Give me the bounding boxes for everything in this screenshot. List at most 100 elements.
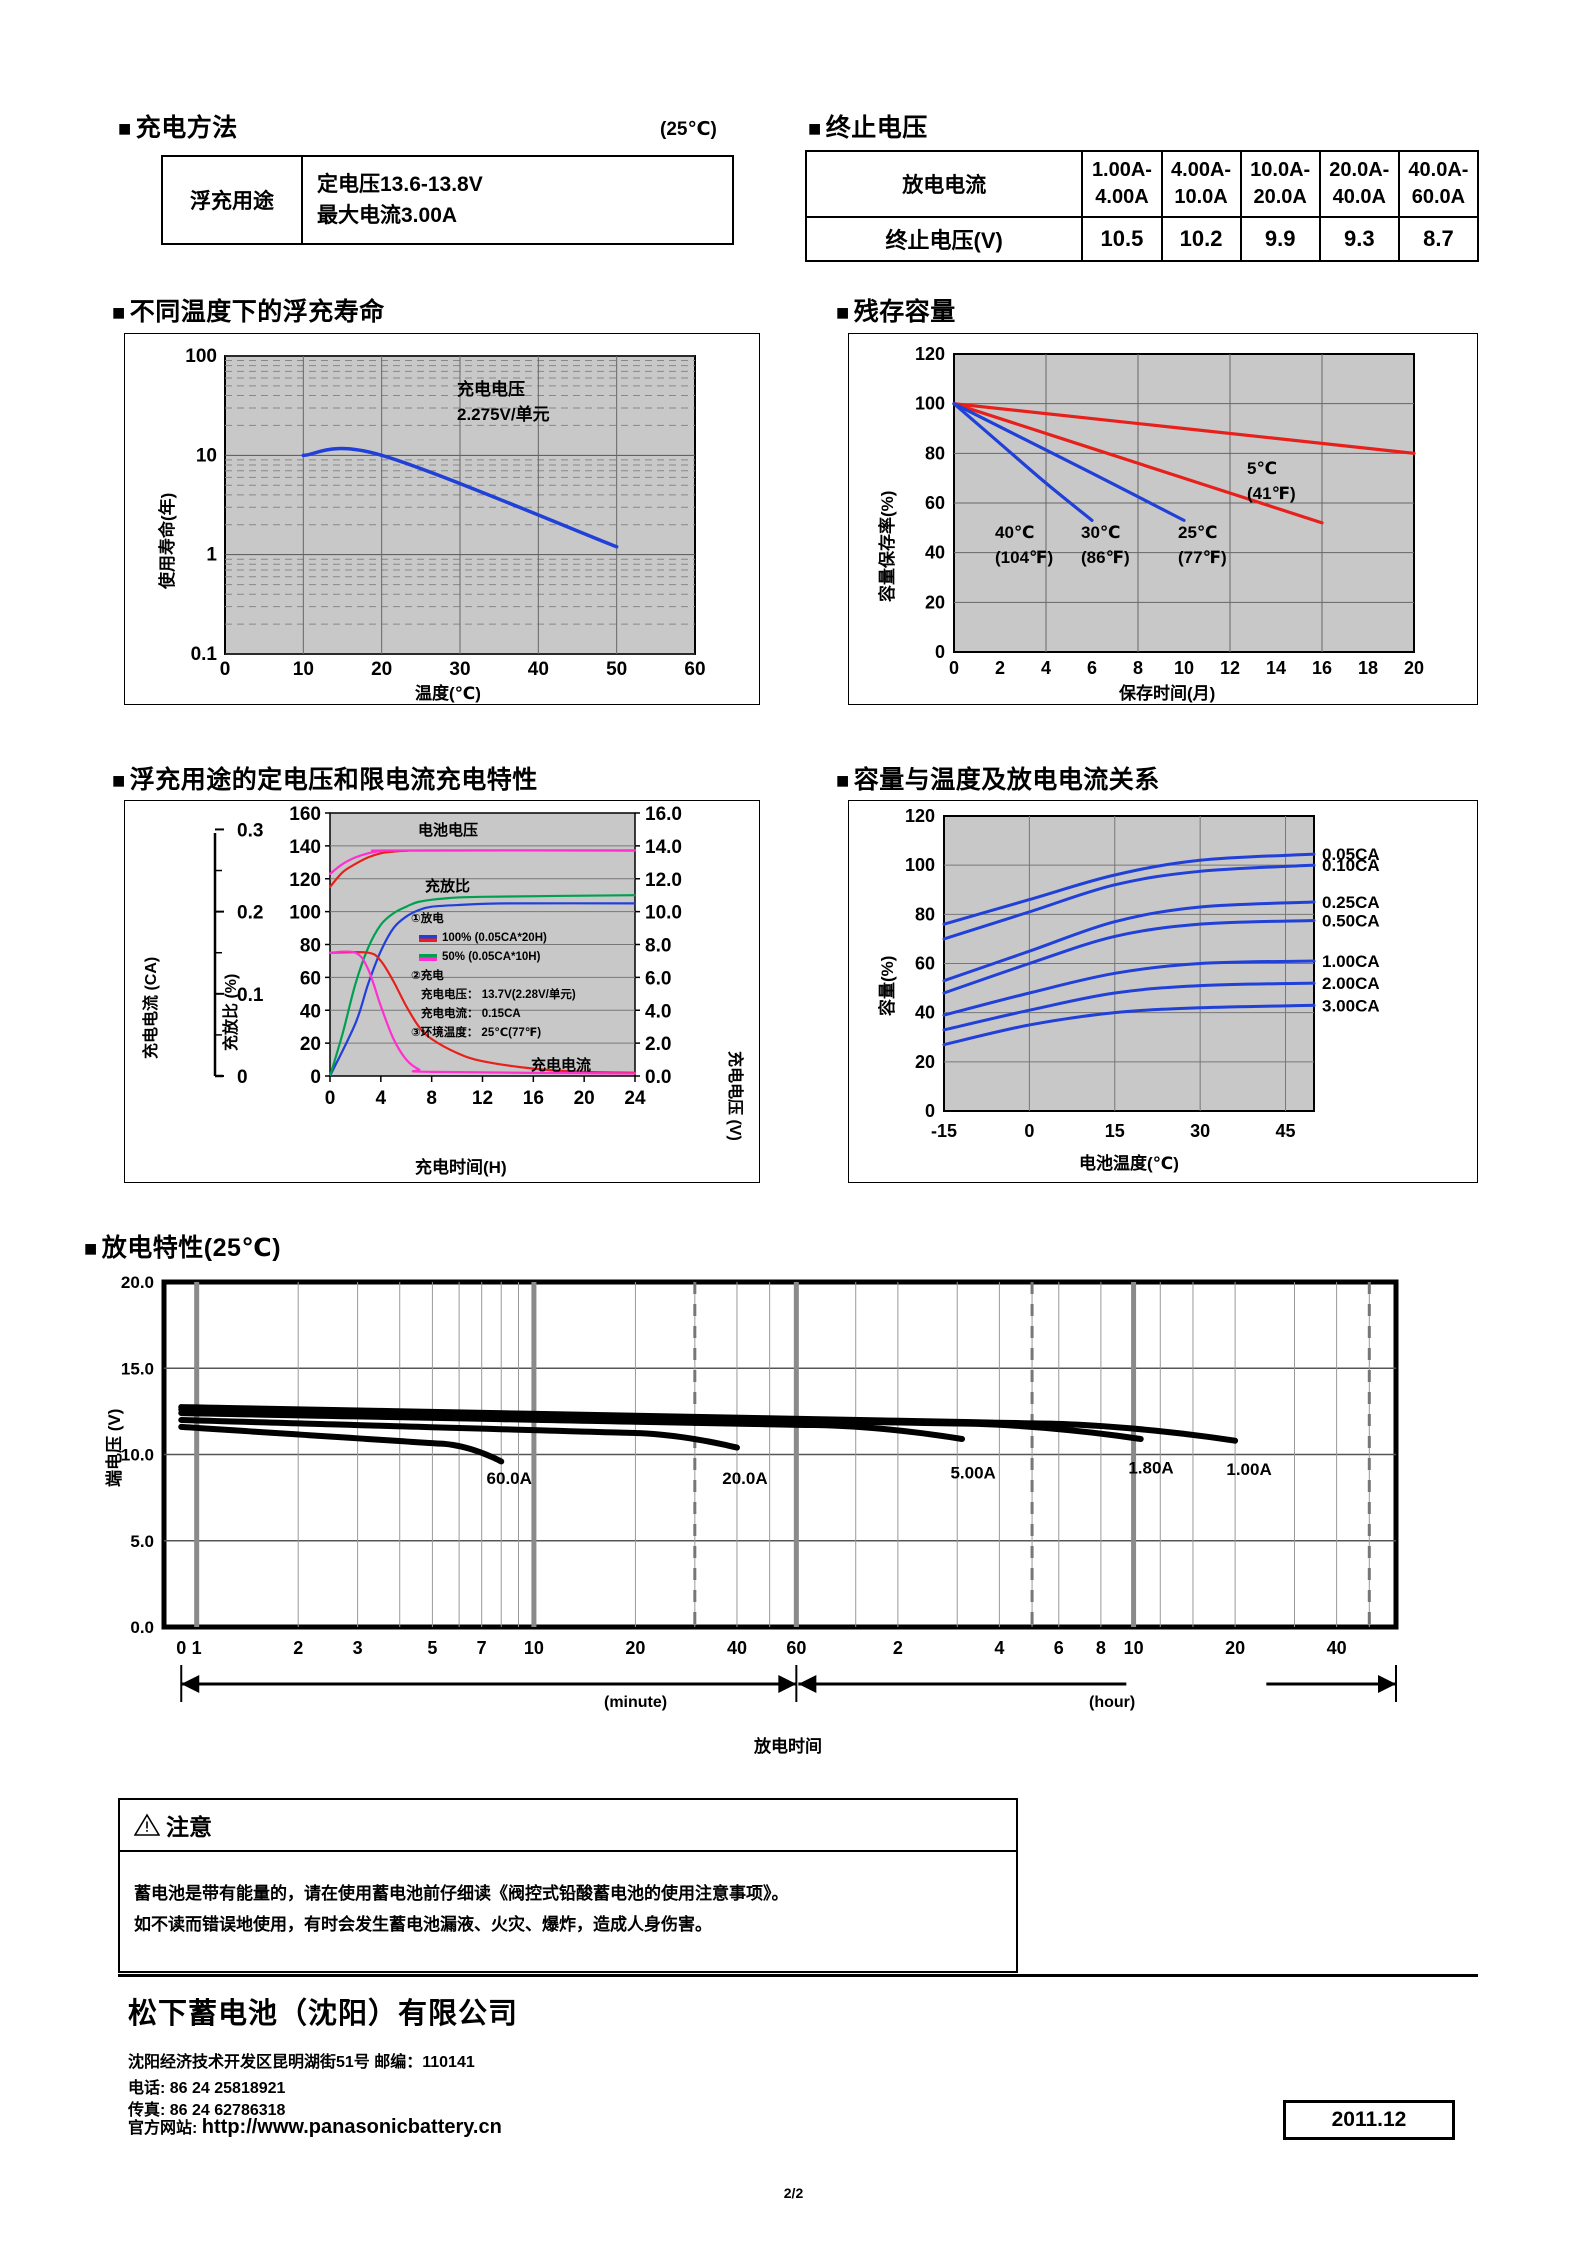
svg-text:0.1: 0.1	[191, 644, 218, 665]
series-label: 25℃	[1178, 523, 1218, 542]
company-website: 官方网站: http://www.panasonicbattery.cn	[128, 2114, 502, 2139]
series-label-25c: 25℃ (77℉)	[1178, 521, 1227, 570]
capacity-temp-chart: 0 20 40 60 80 100 120 -15 0 15 30 45 0.05CA 0.10CA 0.…	[848, 800, 1478, 1183]
float-life-xlabel: 温度(℃)	[415, 684, 481, 703]
svg-text:8: 8	[426, 1088, 437, 1109]
svg-text:40: 40	[300, 1001, 321, 1022]
svg-text:0: 0	[325, 1088, 336, 1109]
charge-usage-label: 浮充用途	[161, 155, 303, 245]
svg-text:1: 1	[192, 1638, 202, 1658]
float-charge-chart-title: 浮充用途的定电压和限电流充电特性	[112, 760, 538, 796]
caution-line-1: 蓄电池是带有能量的，请在使用蓄电池前仔细读《阀控式铅酸蓄电池的使用注意事项》。	[134, 1884, 789, 1903]
svg-text:10: 10	[196, 445, 217, 466]
discharge-chart-title: 放电特性(25℃)	[84, 1228, 281, 1264]
caution-body: 蓄电池是带有能量的，请在使用蓄电池前仔细读《阀控式铅酸蓄电池的使用注意事项》。 …	[120, 1852, 1016, 1971]
svg-text:0.10CA: 0.10CA	[1322, 856, 1380, 875]
company-fax: 传真: 86 24 62786318	[128, 2102, 286, 2119]
legend-swatch-100-icon	[419, 934, 437, 942]
svg-text:3.00CA: 3.00CA	[1322, 996, 1380, 1015]
svg-text:0: 0	[935, 642, 945, 662]
cutoff-value: 8.7	[1397, 216, 1480, 262]
svg-text:120: 120	[915, 344, 945, 364]
range-from: 10.0A-	[1250, 159, 1311, 181]
svg-text:0: 0	[220, 659, 231, 680]
table-row: 放电电流 1.00A- 4.00A 4.00A- 10.0A 10.0A- 20…	[804, 150, 1480, 218]
svg-text:4: 4	[994, 1638, 1004, 1658]
cutoff-value: 9.3	[1318, 216, 1400, 262]
svg-text:4: 4	[376, 1088, 387, 1109]
svg-text:0.05CA: 0.05CA	[1322, 845, 1380, 864]
website-url[interactable]: http://www.panasonicbattery.cn	[201, 2116, 502, 2138]
svg-text:45: 45	[1276, 1121, 1296, 1141]
legend-item-ambient: ③环境温度： 25℃(77℉)	[411, 1026, 542, 1039]
annotation-line2: 2.275V/单元	[457, 404, 550, 424]
warning-triangle-icon	[134, 1813, 160, 1836]
svg-text:8.0: 8.0	[645, 936, 671, 957]
svg-text:100: 100	[905, 855, 935, 875]
svg-text:6: 6	[1087, 658, 1097, 678]
svg-text:0: 0	[310, 1067, 321, 1088]
series-sublabel: (104℉)	[995, 547, 1054, 567]
svg-text:8: 8	[1096, 1638, 1106, 1658]
svg-text:5.0: 5.0	[130, 1532, 154, 1551]
legend-charge-current: 充电电流： 0.15CA	[421, 1007, 521, 1020]
svg-text:20: 20	[574, 1088, 595, 1109]
caution-line-2: 如不读而错误地使用，有时会发生蓄电池漏液、火灾、爆炸，造成人身伤害。	[134, 1915, 712, 1935]
svg-text:15: 15	[1105, 1121, 1125, 1141]
svg-text:120: 120	[905, 806, 935, 826]
svg-text:50: 50	[606, 659, 627, 680]
discharge-xlabel: 放电时间	[754, 1737, 822, 1756]
svg-text:12.0: 12.0	[645, 870, 682, 891]
float-life-ylabel: 使用寿命(年)	[158, 492, 177, 589]
svg-text:2: 2	[995, 658, 1005, 678]
caution-heading: 注意	[166, 1814, 212, 1840]
series-sublabel: (86℉)	[1081, 547, 1130, 567]
svg-text:10: 10	[524, 1638, 544, 1658]
svg-text:40: 40	[528, 659, 549, 680]
series-label-40c: 40℃ (104℉)	[995, 521, 1053, 570]
residual-capacity-xlabel: 保存时间(月)	[1119, 684, 1216, 703]
footer-divider	[118, 1974, 1478, 1977]
svg-text:24: 24	[624, 1088, 646, 1109]
series-label: 40℃	[995, 523, 1035, 542]
range-cell: 10.0A- 20.0A	[1239, 150, 1321, 218]
range-to: 10.0A	[1174, 186, 1228, 208]
svg-text:10.0: 10.0	[121, 1446, 154, 1465]
float-charge-chart: 0 20 40 60 80 100 120 140 160 0.0 2.0 4.0 6.0 8.0 10.0…	[124, 800, 760, 1183]
svg-text:0.25CA: 0.25CA	[1322, 893, 1380, 912]
svg-text:5.00A: 5.00A	[950, 1464, 995, 1483]
capacity-temp-xlabel: 电池温度(℃)	[1079, 1154, 1179, 1173]
company-name: 松下蓄电池（沈阳）有限公司	[128, 1998, 519, 2030]
discharge-plot: 60.0A 20.0A 5.00A 1.80A 1.00A 0.0 5.0 10.0 15.0 2…	[121, 1273, 1399, 1702]
svg-text:0: 0	[949, 658, 959, 678]
float-life-plot: 0.1 1 10 100 0 10 20 30 40 50 60	[185, 346, 705, 680]
float-life-annotation: 充电电压 2.275V/单元	[457, 378, 550, 427]
residual-capacity-chart: 0 20 40 60 80 100 120 0 2 4 6 8 10 12 14 16 18 20 容量保存率(%…	[848, 333, 1478, 705]
svg-text:140: 140	[289, 837, 321, 858]
cutoff-value: 9.9	[1239, 216, 1321, 262]
svg-text:10.0: 10.0	[645, 903, 682, 924]
label-charge-ratio: 充放比	[425, 878, 471, 895]
legend-charge-voltage: 充电电压： 13.7V(2.28V/单元)	[421, 988, 576, 1001]
float-life-chart: 0.1 1 10 100 0 10 20 30 40 50 60 充电电压 2.275V/单元 使用…	[124, 333, 760, 705]
svg-text:14.0: 14.0	[645, 837, 682, 858]
series-label: 5℃	[1247, 459, 1278, 478]
label-battery-voltage: 电池电压	[418, 822, 479, 839]
discharge-unit-minute: (minute)	[604, 1694, 668, 1711]
svg-text:8: 8	[1133, 658, 1143, 678]
svg-text:20: 20	[1404, 658, 1424, 678]
svg-text:-15: -15	[931, 1121, 957, 1141]
svg-text:40: 40	[915, 1003, 935, 1023]
svg-text:0: 0	[925, 1101, 935, 1121]
legend-item-charge: ②充电	[411, 969, 444, 982]
legend-label-50: 50% (0.05CA*10H)	[442, 950, 541, 963]
svg-text:100: 100	[289, 903, 321, 924]
charge-voltage-line: 定电压13.6-13.8V	[317, 172, 483, 196]
page-number: 2/2	[783, 2185, 804, 2201]
svg-text:40: 40	[925, 543, 945, 563]
svg-text:20.0A: 20.0A	[722, 1469, 767, 1488]
svg-text:20.0: 20.0	[121, 1273, 154, 1292]
svg-text:6: 6	[1054, 1638, 1064, 1658]
cutoff-value: 10.5	[1081, 216, 1163, 262]
